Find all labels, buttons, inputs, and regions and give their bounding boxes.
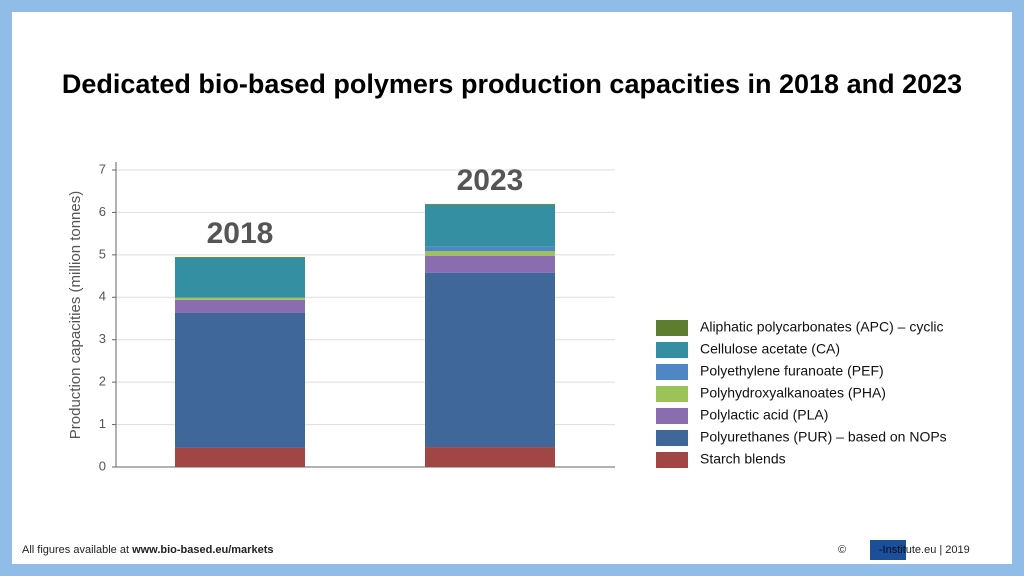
logo-box (870, 540, 906, 560)
bar-segment (175, 297, 305, 300)
legend-swatch (656, 408, 688, 424)
chart-title: Dedicated bio-based polymers production … (62, 69, 962, 99)
category-label: 2018 (207, 217, 274, 250)
legend-swatch (656, 342, 688, 358)
bar-segment (425, 251, 555, 256)
legend-swatch (656, 364, 688, 380)
footer: All figures available at www.bio-based.e… (22, 544, 273, 556)
legend-label: Starch blends (700, 451, 786, 467)
y-tick-label: 5 (99, 246, 106, 261)
y-tick-label: 1 (99, 416, 106, 431)
legend-swatch (656, 430, 688, 446)
bar-segment (175, 312, 305, 448)
footer-text: All figures available at (22, 544, 132, 556)
bar-segment (425, 255, 555, 273)
y-tick-label: 0 (99, 458, 106, 473)
bar-segment (425, 246, 555, 252)
y-tick-label: 7 (99, 161, 106, 176)
y-tick-label: 6 (99, 204, 106, 219)
y-tick-label: 4 (99, 289, 106, 304)
bar-segment (175, 447, 305, 467)
copyright: © (838, 544, 846, 556)
legend-label: Cellulose acetate (CA) (700, 341, 840, 357)
y-tick-label: 2 (99, 374, 106, 389)
legend-swatch (656, 320, 688, 336)
legend-label: Polyhydroxyalkanoates (PHA) (700, 385, 886, 401)
legend-label: Polyethylene furanoate (PEF) (700, 363, 884, 379)
bar-segment (425, 272, 555, 448)
legend-label: Polylactic acid (PLA) (700, 407, 828, 423)
legend-label: Aliphatic polycarbonates (APC) – cyclic (700, 319, 944, 335)
bar-segment (175, 257, 305, 298)
y-tick-label: 3 (99, 331, 106, 346)
bar-segment (175, 256, 305, 258)
legend-label: Polyurethanes (PUR) – based on NOPs (700, 429, 947, 445)
bar-segment (175, 299, 305, 313)
bar-segment (425, 204, 555, 247)
category-label: 2023 (457, 164, 524, 197)
legend-swatch (656, 386, 688, 402)
bar-segment (425, 447, 555, 467)
footer-link[interactable]: www.bio-based.eu/markets (131, 544, 273, 556)
legend-swatch (656, 452, 688, 468)
y-axis-label: Production capacities (million tonnes) (67, 191, 84, 439)
bar-segment (425, 203, 555, 205)
